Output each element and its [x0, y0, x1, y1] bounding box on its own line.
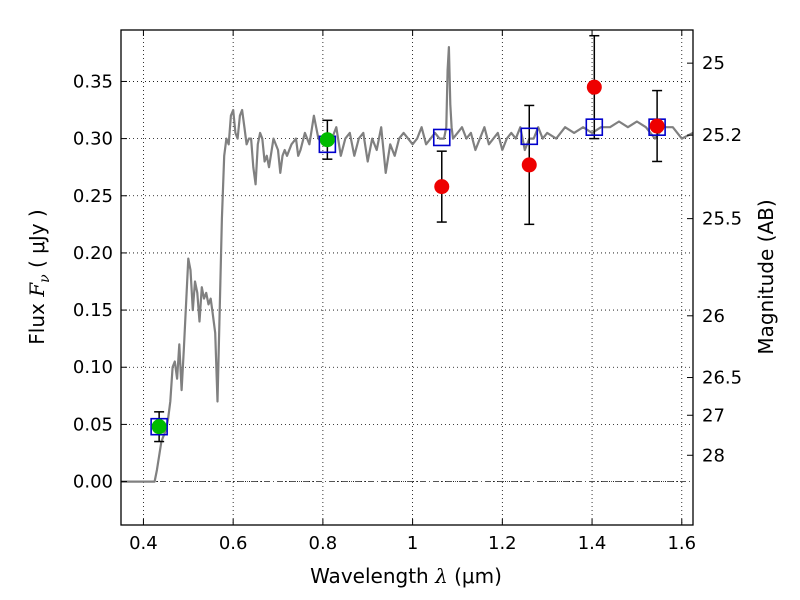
plot-area: [121, 34, 694, 483]
x-tick-label: 0.8: [309, 533, 338, 554]
y-tick-label: 0.00: [73, 472, 113, 493]
x-axis-label: Wavelength λ (μm): [310, 564, 502, 588]
y-tick-label: 0.35: [73, 71, 113, 92]
y2-tick-label: 26: [702, 306, 725, 327]
y2-tick-label: 25.5: [702, 209, 742, 230]
model-flux-square: [520, 127, 539, 146]
y2-tick-label: 25: [702, 53, 725, 74]
y2-tick-label: 25.2: [702, 125, 742, 146]
model-flux-square: [150, 417, 168, 436]
y2-tick-label: 28: [702, 445, 725, 466]
y-tick-label: 0.05: [73, 414, 113, 435]
observed-flux-point: [586, 79, 602, 95]
x-tick-label: 1.2: [488, 533, 517, 554]
x-axis-label-symbol: λ: [434, 564, 448, 588]
observed-flux-point: [319, 132, 335, 148]
y-axis-label: Flux Fν ( μJy ): [25, 209, 53, 344]
y-axis-label-suffix: ( μJy ): [25, 209, 49, 274]
y2-tick-label: 26.5: [702, 368, 742, 389]
model-flux-square: [432, 128, 451, 147]
model-spectrum-line: [121, 45, 694, 483]
x-tick-label: 0.6: [219, 533, 248, 554]
y-axis-label-symbol: F: [25, 282, 49, 298]
plot-frame: [120, 29, 694, 526]
observed-flux-point: [151, 419, 167, 435]
x-axis-label-prefix: Wavelength: [310, 564, 435, 588]
x-tick-label: 1: [407, 533, 418, 554]
y-tick-label: 0.10: [73, 357, 113, 378]
y-tick-label: 0.25: [73, 186, 113, 207]
y-axis-label-prefix: Flux: [25, 297, 49, 345]
y-tick-label: 0.30: [73, 129, 113, 150]
x-tick-label: 0.4: [129, 533, 158, 554]
x-tick-label: 1.4: [578, 533, 607, 554]
observed-flux-point: [434, 179, 450, 195]
y2-tick-label: 27: [702, 405, 725, 426]
x-axis-label-suffix: (μm): [448, 564, 502, 588]
y-axis-label-subscript: ν: [37, 274, 53, 283]
observed-flux-point: [521, 157, 537, 173]
x-tick-label: 1.6: [667, 533, 696, 554]
model-flux-square: [585, 118, 604, 136]
observed-flux-point: [649, 118, 665, 134]
y-tick-label: 0.15: [73, 300, 113, 321]
y-tick-label: 0.20: [73, 243, 113, 264]
axis-ticks: 0.4 0.6 0.8 1 1.2 1.4 1.6 0.00 0.05 0.10 0.15 0.20 0…: [73, 30, 742, 554]
y2-axis-label: Magnitude (AB): [754, 199, 778, 354]
grid-lines: [121, 30, 693, 525]
